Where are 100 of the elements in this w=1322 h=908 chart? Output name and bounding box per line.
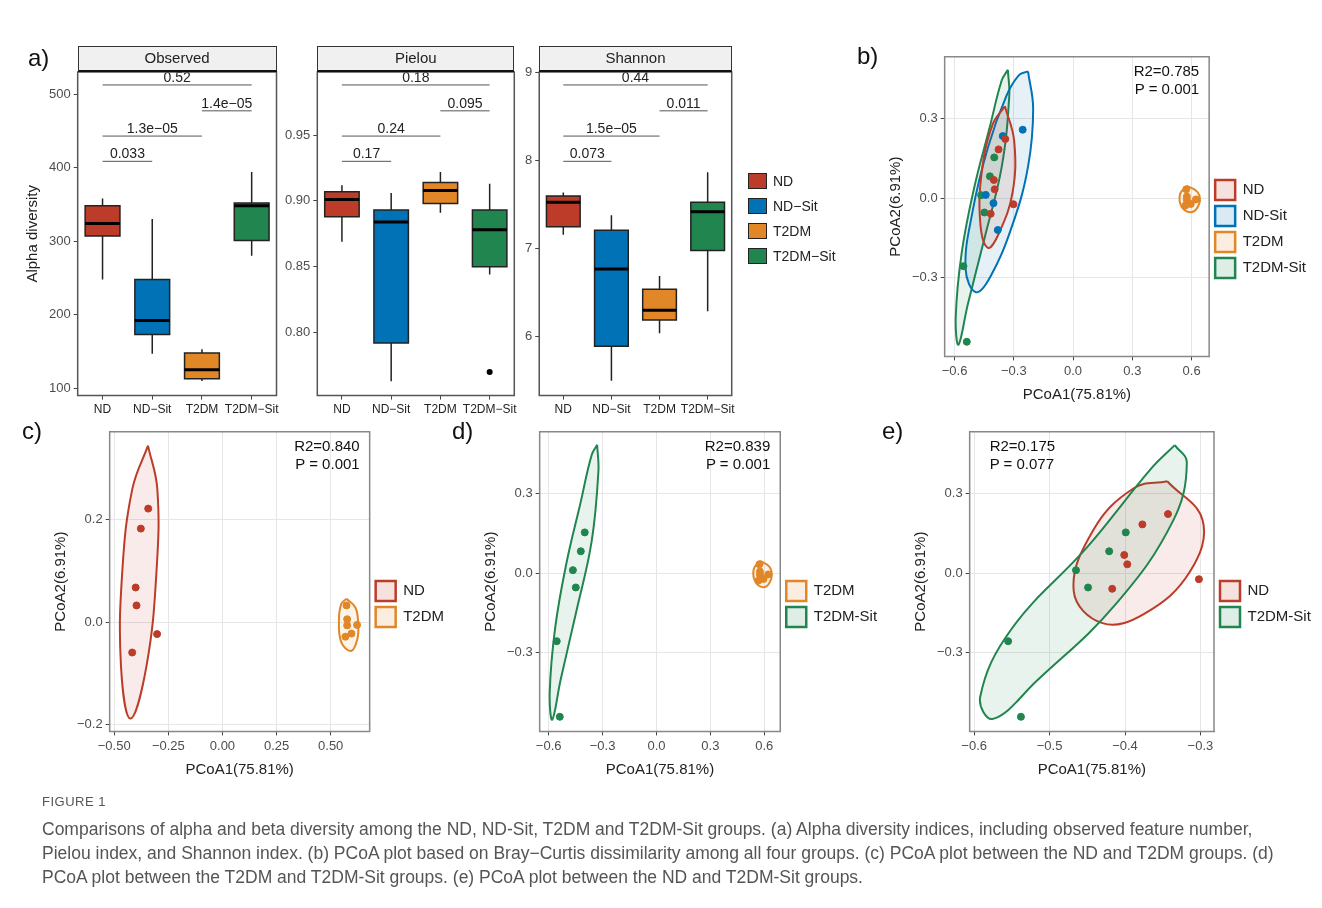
y-tick-label: 0.3 <box>944 484 963 500</box>
legend-label: T2DM−Sit <box>773 247 836 264</box>
y-tick-label: 200 <box>48 306 71 322</box>
annotation: 0.52 <box>163 68 191 85</box>
text: e) <box>882 417 904 445</box>
x-axis-title: PCoA1(75.81%) <box>1022 385 1132 403</box>
x-axis-title: PCoA1(75.81%) <box>185 760 294 778</box>
legend-label: ND <box>403 581 425 599</box>
x-tick-label: T2DM <box>185 402 219 417</box>
y-tick-label: 0.0 <box>514 564 533 580</box>
x-tick-label: −0.6 <box>941 362 968 378</box>
text: b) <box>857 42 879 70</box>
y-axis-title: PCoA2(6.91%) <box>886 156 904 257</box>
x-tick-label: −0.5 <box>1036 737 1063 753</box>
annotation: P = 0.001 <box>1134 80 1200 98</box>
y-axis-title: PCoA2(6.91%) <box>911 531 929 632</box>
legend-label: T2DM <box>403 607 445 625</box>
x-tick-label: −0.3 <box>589 737 616 753</box>
x-tick-label: 0.25 <box>263 737 290 753</box>
x-tick-label: ND−Sit <box>592 402 632 417</box>
annotation: R2=0.840 <box>294 437 360 455</box>
annotation: R2=0.839 <box>704 437 771 455</box>
y-tick-label: −0.2 <box>76 716 103 732</box>
legend-label: T2DM <box>813 581 855 599</box>
legend-label: ND <box>1247 581 1270 599</box>
y-tick-label: 0.90 <box>284 192 311 208</box>
y-tick-label: 0.3 <box>919 109 938 125</box>
y-tick-label: 400 <box>48 159 71 175</box>
x-tick-label: T2DM−Sit <box>224 402 280 417</box>
text: a) <box>28 44 50 72</box>
chart-title: Observed <box>144 49 210 66</box>
x-tick-label: T2DM−Sit <box>462 402 518 417</box>
x-tick-label: ND <box>93 402 112 417</box>
y-tick-label: 0.0 <box>919 189 938 205</box>
text: Comparisons of alpha and beta diversity among the ND, ND-Sit, T2DM and T2DM-Sit groups. (a) Alpha diversity indices, including observed feature number, Pielou index, and Shannon index. (b) PCoA plot based on Bray−Curtis dissimilarity among all four groups. (c) PCoA plot between the ND and T2DM groups. (d) PCoA plot between the T2DM and T2DM-Sit groups. (e) PCoA plot between the ND and T2DM-Sit groups. <box>42 818 1275 889</box>
x-tick-label: 0.3 <box>701 737 720 753</box>
annotation: 0.095 <box>447 94 483 111</box>
y-tick-label: 0.95 <box>284 126 311 142</box>
y-tick-label: 8 <box>525 152 533 168</box>
y-tick-label: 7 <box>525 240 533 256</box>
x-tick-label: ND−Sit <box>133 402 173 417</box>
text: d) <box>452 417 474 445</box>
x-tick-label: ND <box>333 402 351 417</box>
x-tick-label: −0.3 <box>1187 737 1214 753</box>
chart-title: Pielou <box>394 49 437 66</box>
y-tick-label: −0.3 <box>911 269 938 285</box>
x-tick-label: 0.6 <box>755 737 774 753</box>
annotation: 1.5e−05 <box>585 119 638 136</box>
y-tick-label: 9 <box>525 64 533 80</box>
y-axis-title: PCoA2(6.91%) <box>481 531 499 632</box>
x-tick-label: −0.6 <box>535 737 562 753</box>
y-tick-label: 100 <box>48 379 71 395</box>
y-tick-label: 0.0 <box>84 613 103 629</box>
y-tick-label: 500 <box>48 85 71 101</box>
x-tick-label: 0.50 <box>318 737 344 753</box>
y-axis-title: PCoA2(6.91%) <box>51 531 69 632</box>
x-tick-label: 0.00 <box>209 737 236 753</box>
x-tick-label: T2DM <box>643 402 676 417</box>
legend-label: T2DM-Sit <box>1242 258 1307 276</box>
annotation: P = 0.001 <box>705 455 771 473</box>
legend-label: T2DM-Sit <box>813 607 878 625</box>
x-axis-title: PCoA1(75.81%) <box>605 760 715 778</box>
legend-label: T2DM <box>1242 232 1284 250</box>
x-tick-label: T2DM <box>424 402 457 417</box>
y-tick-label: −0.3 <box>506 644 533 660</box>
x-tick-label: ND <box>554 402 573 417</box>
x-tick-label: −0.50 <box>97 737 131 753</box>
annotation: 0.033 <box>109 145 146 162</box>
x-tick-label: 0.6 <box>1182 362 1201 378</box>
annotation: P = 0.077 <box>989 455 1055 473</box>
x-tick-label: −0.4 <box>1112 737 1138 753</box>
annotation: 0.011 <box>666 94 701 111</box>
x-tick-label: 0.0 <box>1064 362 1083 378</box>
y-axis-title: Alpha diversity <box>23 184 41 283</box>
annotation: R2=0.785 <box>1133 62 1200 80</box>
y-tick-label: 0.80 <box>284 324 311 340</box>
x-tick-label: T2DM−Sit <box>680 402 736 417</box>
annotation: 1.3e−05 <box>126 119 178 136</box>
legend-label: ND <box>773 172 794 189</box>
y-tick-label: 0.0 <box>944 564 963 580</box>
annotation: 1.4e−05 <box>201 94 253 111</box>
x-tick-label: −0.25 <box>151 737 185 753</box>
text: c) <box>22 417 42 445</box>
caption: FIGURE 1 <box>42 794 107 809</box>
annotation: P = 0.001 <box>295 455 360 473</box>
x-tick-label: 0.0 <box>647 737 666 753</box>
y-tick-label: 300 <box>48 232 71 248</box>
legend-label: T2DM-Sit <box>1247 607 1312 625</box>
annotation: 0.44 <box>621 68 650 85</box>
annotation: R2=0.175 <box>989 437 1056 455</box>
x-tick-label: ND−Sit <box>372 402 412 417</box>
annotation: 0.073 <box>569 145 606 162</box>
y-tick-label: 6 <box>525 328 533 344</box>
annotation: 0.24 <box>377 119 406 136</box>
x-tick-label: −0.3 <box>1000 362 1027 378</box>
y-tick-label: 0.85 <box>284 258 311 274</box>
y-tick-label: 0.2 <box>84 511 103 527</box>
legend-label: T2DM <box>773 222 812 239</box>
annotation: 0.18 <box>402 68 430 85</box>
legend-label: ND <box>1242 180 1265 198</box>
